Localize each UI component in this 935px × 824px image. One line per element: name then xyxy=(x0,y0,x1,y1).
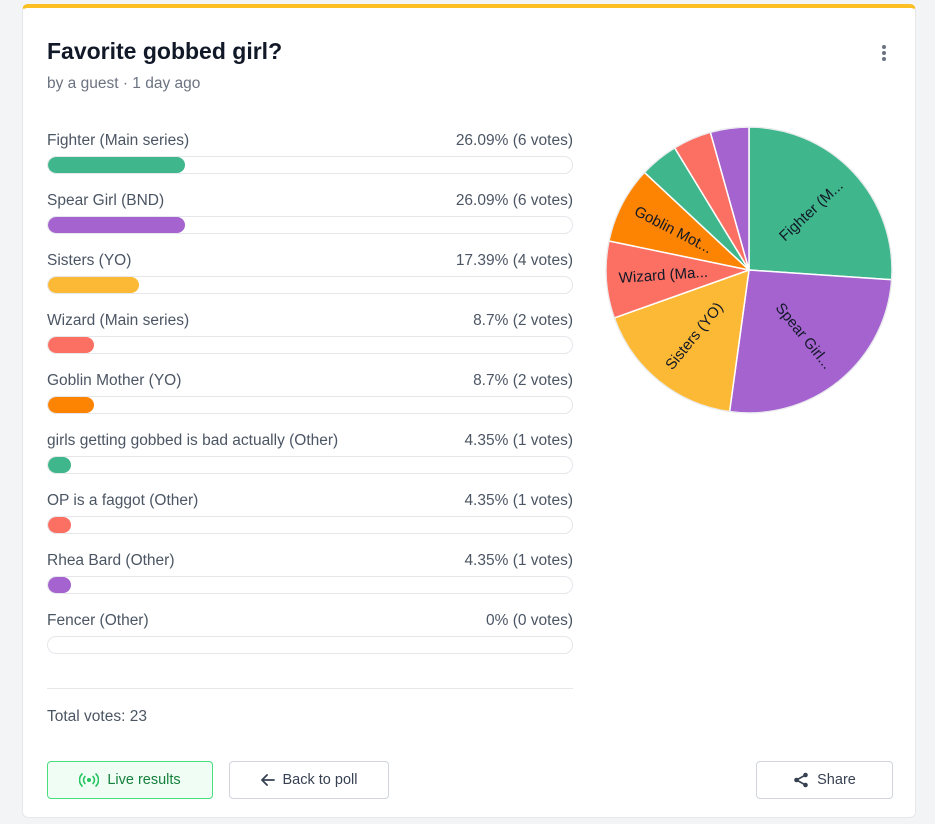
option-percent: 8.7% (2 votes) xyxy=(473,312,573,329)
result-option: Spear Girl (BND) 26.09% (6 votes) xyxy=(47,188,573,248)
option-label: Wizard (Main series) xyxy=(47,312,190,329)
poll-title: Favorite gobbed girl? xyxy=(47,38,283,64)
option-label: Fighter (Main series) xyxy=(47,132,190,149)
result-option: Wizard (Main series) 8.7% (2 votes) xyxy=(47,308,573,368)
pie-slice-label: Wizard (Ma... xyxy=(618,264,708,287)
progress-track xyxy=(47,276,573,294)
progress-fill xyxy=(48,517,71,533)
share-button[interactable]: Share xyxy=(756,761,893,799)
option-label: Sisters (YO) xyxy=(47,252,132,269)
option-label: Spear Girl (BND) xyxy=(47,192,165,209)
live-results-button[interactable]: Live results xyxy=(47,761,213,799)
result-option: Sisters (YO) 17.39% (4 votes) xyxy=(47,248,573,308)
option-label: Rhea Bard (Other) xyxy=(47,552,175,569)
results-pie-chart: Fighter (M...Spear Girl...Sisters (YO)Wi… xyxy=(605,126,893,414)
progress-fill xyxy=(48,157,185,173)
progress-track xyxy=(47,396,573,414)
result-option: girls getting gobbed is bad actually (Ot… xyxy=(47,428,573,488)
result-option: Fencer (Other) 0% (0 votes) xyxy=(47,608,573,668)
option-percent: 8.7% (2 votes) xyxy=(473,372,573,389)
more-menu-button[interactable] xyxy=(873,42,895,64)
option-percent: 4.35% (1 votes) xyxy=(464,492,573,509)
progress-track xyxy=(47,636,573,654)
pie-outline xyxy=(605,126,893,414)
option-label: OP is a faggot (Other) xyxy=(47,492,199,509)
share-icon xyxy=(794,772,808,788)
progress-track xyxy=(47,156,573,174)
option-percent: 4.35% (1 votes) xyxy=(464,432,573,449)
result-option: Fighter (Main series) 26.09% (6 votes) xyxy=(47,128,573,188)
progress-fill xyxy=(48,337,94,353)
progress-track xyxy=(47,456,573,474)
result-option: Goblin Mother (YO) 8.7% (2 votes) xyxy=(47,368,573,428)
progress-fill xyxy=(48,457,71,473)
share-label: Share xyxy=(817,772,856,788)
more-vertical-icon xyxy=(882,45,886,61)
progress-fill xyxy=(48,277,140,293)
broadcast-icon xyxy=(79,773,100,787)
progress-track xyxy=(47,216,573,234)
back-to-poll-label: Back to poll xyxy=(282,772,358,788)
option-percent: 26.09% (6 votes) xyxy=(455,192,573,209)
option-label: Fencer (Other) xyxy=(47,612,149,629)
progress-track xyxy=(47,576,573,594)
total-votes: Total votes: 23 xyxy=(47,708,147,725)
arrow-left-icon xyxy=(260,774,275,786)
poll-meta: by a guest · 1 day ago xyxy=(47,75,201,92)
poll-results-card: Favorite gobbed girl? by a guest · 1 day… xyxy=(22,4,916,818)
live-results-label: Live results xyxy=(107,772,181,788)
divider xyxy=(47,688,573,689)
option-percent: 17.39% (4 votes) xyxy=(455,252,573,269)
option-percent: 26.09% (6 votes) xyxy=(455,132,573,149)
results-list: Fighter (Main series) 26.09% (6 votes) Spe… xyxy=(47,128,573,668)
option-label: girls getting gobbed is bad actually (Ot… xyxy=(47,432,339,449)
back-to-poll-button[interactable]: Back to poll xyxy=(229,761,389,799)
option-percent: 4.35% (1 votes) xyxy=(464,552,573,569)
result-option: OP is a faggot (Other) 4.35% (1 votes) xyxy=(47,488,573,548)
progress-track xyxy=(47,336,573,354)
progress-fill xyxy=(48,217,185,233)
result-option: Rhea Bard (Other) 4.35% (1 votes) xyxy=(47,548,573,608)
progress-fill xyxy=(48,397,94,413)
progress-fill xyxy=(48,577,71,593)
option-percent: 0% (0 votes) xyxy=(485,612,573,629)
progress-track xyxy=(47,516,573,534)
option-label: Goblin Mother (YO) xyxy=(47,372,182,389)
